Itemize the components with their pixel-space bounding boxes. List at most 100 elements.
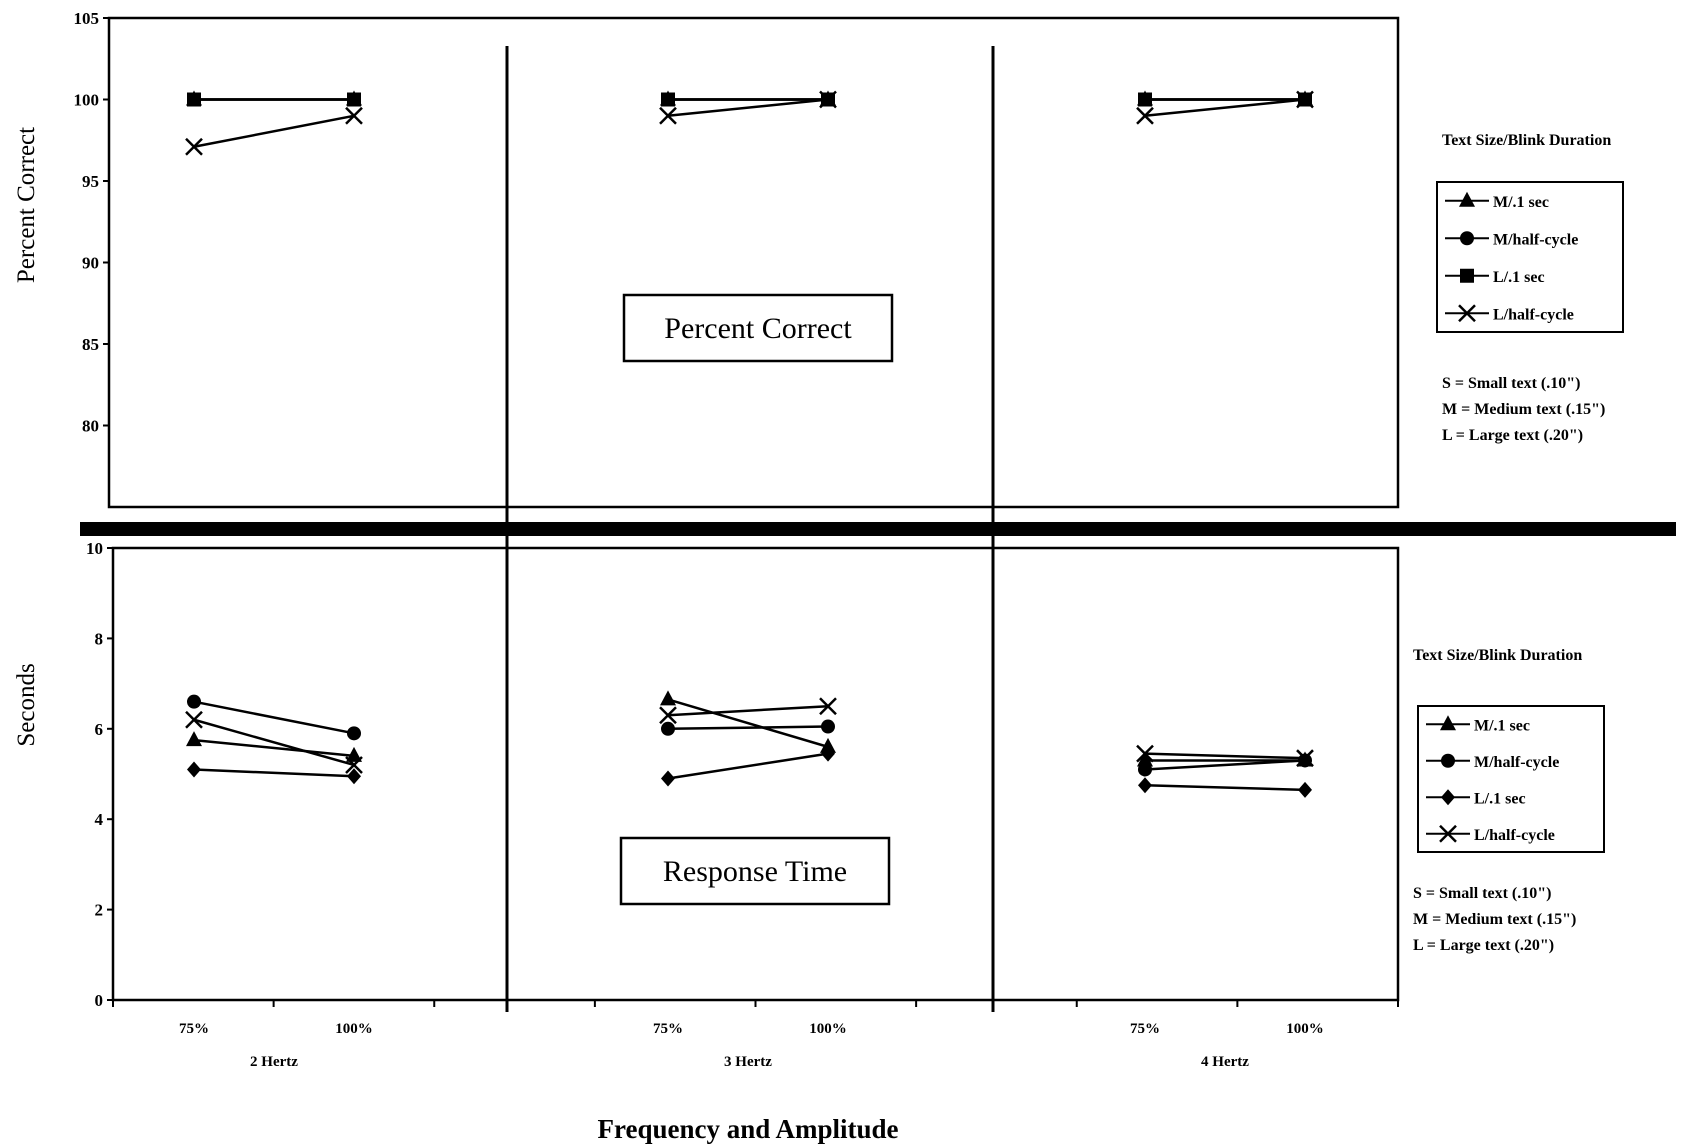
- pc-data-point: [1138, 92, 1152, 107]
- rt-data-point: [819, 697, 837, 716]
- pc-data-point-shape: [347, 92, 361, 107]
- rt-data-point: [659, 706, 677, 725]
- pc-plot-frame: [107, 16, 1400, 509]
- rt-series-l-1-sec: [187, 745, 1312, 798]
- rt-data-point-shape: [347, 768, 361, 785]
- rt-data-point-shape: [821, 745, 835, 762]
- rt-legend-box: [1417, 705, 1605, 853]
- rt-data-point: [345, 756, 363, 774]
- pc-label-box: [622, 293, 894, 363]
- rt-data-point-shape: [660, 690, 676, 706]
- rt-data-point-shape: [1138, 777, 1152, 794]
- rt-data-point: [661, 721, 675, 736]
- pc-data-point: [659, 106, 677, 125]
- rt-group-label: 4 Hertz: [1201, 1054, 1249, 1070]
- rt-data-point-shape: [1298, 753, 1312, 768]
- rt-label-box: [619, 836, 891, 906]
- pc-data-point-stroke-b: [1136, 106, 1154, 125]
- rt-data-point: [661, 770, 675, 787]
- rt-label-box-text: Response Time: [663, 855, 847, 888]
- pc-legend-marker: [1458, 304, 1476, 323]
- rt-x-tick-label: 75%: [179, 1021, 209, 1037]
- pc-legend-marker-shape: [1460, 268, 1474, 283]
- rt-data-point: [185, 710, 203, 729]
- rt-data-point-stroke-b: [1296, 749, 1314, 768]
- rt-data-point-shape: [1298, 781, 1312, 798]
- pc-label-box-text: Percent Correct: [664, 312, 852, 345]
- rt-data-point-shape: [187, 761, 201, 778]
- rt-legend-marker: [1441, 789, 1455, 806]
- rt-y-tick-label: 10: [86, 539, 103, 558]
- rt-data-point-stroke-b: [1136, 744, 1154, 763]
- rt-legend-item-label: M/.1 sec: [1474, 717, 1530, 734]
- pc-legend-marker: [1460, 231, 1474, 246]
- pc-note: M = Medium text (.15"): [1442, 401, 1605, 418]
- pc-data-point: [661, 92, 675, 107]
- rt-x-tick-label: 75%: [653, 1021, 683, 1037]
- pc-y-tick-label: 90: [82, 254, 99, 273]
- rt-data-point: [660, 690, 676, 706]
- rt-series-m-half-cycle: [187, 694, 1312, 777]
- rt-data-point-shape: [1138, 762, 1152, 777]
- pc-legend-marker: [1460, 268, 1474, 283]
- pc-legend-marker-shape: [1459, 191, 1475, 207]
- rt-legend-marker: [1440, 715, 1456, 731]
- pc-legend-item-label: L/half-cycle: [1493, 306, 1574, 323]
- rt-series-line: [193, 718, 355, 767]
- rt-data-point-shape: [821, 719, 835, 734]
- rt-data-point: [347, 768, 361, 785]
- rt-data-point-stroke-b: [819, 697, 837, 716]
- rt-data-point-stroke-b: [345, 756, 363, 774]
- pc-data-point-shape: [1138, 92, 1152, 107]
- rt-legend-marker: [1439, 824, 1457, 843]
- pc-series-line: [667, 98, 829, 118]
- rt-legend-title: Text Size/Blink Duration: [1413, 647, 1582, 664]
- pc-data-point: [187, 92, 201, 107]
- rt-series-line: [1144, 784, 1306, 792]
- rt-data-point-stroke-b: [659, 706, 677, 725]
- pc-y-tick-label: 80: [82, 417, 99, 436]
- rt-data-point-shape: [347, 726, 361, 741]
- pc-data-point-stroke-b: [659, 106, 677, 125]
- rt-legend-marker: [1441, 753, 1455, 768]
- pc-legend-title: Text Size/Blink Duration: [1442, 132, 1611, 149]
- rt-y-tick-label: 6: [95, 720, 104, 739]
- pc-series-l-1-sec: [187, 92, 1312, 107]
- pc-series-line: [1144, 98, 1306, 118]
- rt-data-point-shape: [820, 737, 836, 753]
- pc-data-point: [1136, 106, 1154, 125]
- rt-series-line: [193, 738, 355, 758]
- rt-y-tick-label: 4: [95, 810, 104, 829]
- rt-data-point-shape: [1137, 751, 1153, 767]
- rt-data-point-shape: [661, 770, 675, 787]
- rt-series-l-half-cycle: [185, 697, 1314, 774]
- rt-series-line: [1144, 759, 1306, 771]
- pc-y-tick-label: 100: [74, 91, 100, 110]
- rt-series-m-1-sec: [186, 690, 1313, 767]
- pc-legend-item-label: M/.1 sec: [1493, 194, 1549, 211]
- pc-data-point: [345, 106, 363, 125]
- pc-note: S = Small text (.10"): [1442, 375, 1580, 392]
- pc-data-point: [347, 92, 361, 107]
- rt-x-tick-label: 100%: [1286, 1021, 1324, 1037]
- pc-note: L = Large text (.20"): [1442, 427, 1583, 444]
- panel-separator-bar: [80, 522, 1676, 536]
- rt-x-tick-label: 100%: [809, 1021, 847, 1037]
- rt-data-point: [1298, 753, 1312, 768]
- pc-legend-box: [1436, 181, 1624, 333]
- response-time-chart: 0 2 4 6 8 10 Seconds 75% 100% 2 Hertz 75% 100% 3 Her…: [13, 539, 1605, 1070]
- pc-data-point-stroke-b: [185, 137, 203, 156]
- pc-legend-marker-shape: [1460, 231, 1474, 246]
- rt-y-tick-label: 2: [95, 901, 104, 920]
- pc-y-axis-title: Percent Correct: [13, 127, 40, 283]
- rt-series-line: [667, 752, 829, 780]
- rt-data-point: [187, 761, 201, 778]
- rt-series-line: [667, 698, 829, 749]
- rt-legend-marker-shape: [1440, 715, 1456, 731]
- rt-series-line: [1144, 752, 1306, 760]
- rt-group-label: 3 Hertz: [724, 1054, 772, 1070]
- rt-series-line: [667, 704, 829, 717]
- rt-group-label: 2 Hertz: [250, 1054, 298, 1070]
- pc-y-tick-label: 95: [82, 172, 99, 191]
